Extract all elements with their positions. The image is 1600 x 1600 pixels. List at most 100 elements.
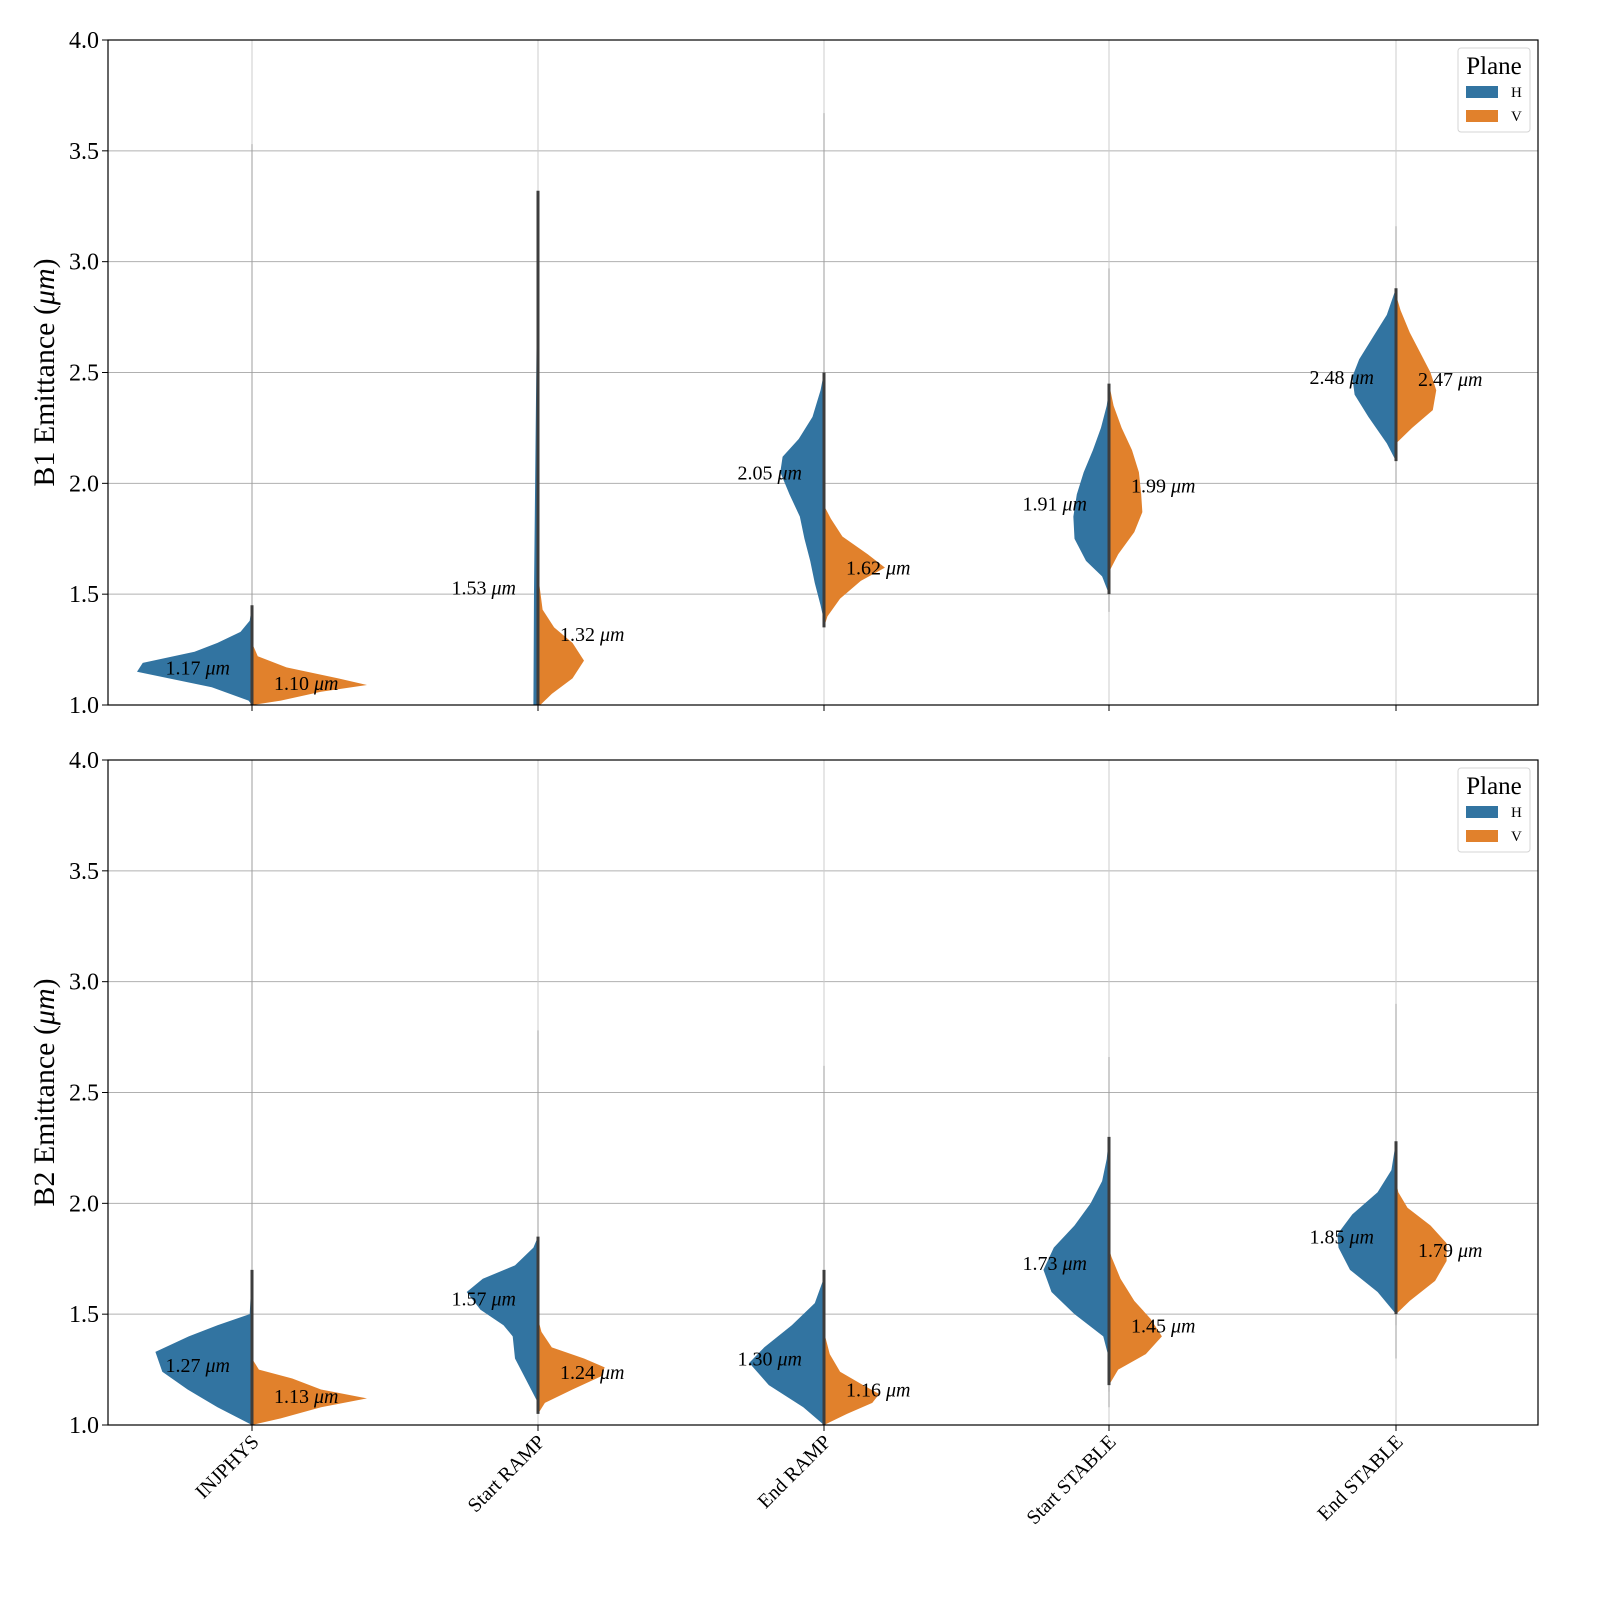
y-tick-label: 1.5 [69, 1302, 99, 1328]
y-tick-label: 3.5 [69, 139, 99, 165]
annotation-value: 1.27 [166, 1355, 206, 1377]
legend-label-V: V [1511, 109, 1522, 125]
annotation-unit: μm [1062, 1253, 1087, 1275]
violin-half-V-4 [1396, 294, 1437, 444]
legend-label-H: H [1511, 805, 1522, 821]
annotation-V-0: 1.13 μm [274, 1386, 338, 1408]
violin-half-V-2 [824, 505, 885, 628]
annotation-value: 1.45 [1131, 1315, 1171, 1337]
violin-half-V-1 [538, 1318, 605, 1414]
annotation-V-1: 1.24 μm [560, 1362, 624, 1384]
annotation-value: 1.10 [274, 673, 314, 695]
annotation-V-4: 1.79 μm [1418, 1240, 1482, 1262]
y-tick-label: 1.0 [69, 1413, 99, 1439]
panel-top: 1.01.52.02.53.03.54.01.17 μm1.53 μm2.05 … [28, 28, 1539, 719]
annotation-unit: μm [313, 1386, 338, 1408]
y-axis-title-main: B2 Emittance ( [28, 1025, 61, 1207]
annotation-H-2: 2.05 μm [738, 462, 802, 484]
legend-swatch-V [1466, 830, 1498, 842]
legend-label-V: V [1511, 829, 1522, 845]
annotation-V-3: 1.99 μm [1131, 476, 1195, 498]
annotation-H-4: 2.48 μm [1310, 367, 1374, 389]
violin-half-H-4 [1337, 1141, 1396, 1315]
annotation-value: 1.85 [1310, 1227, 1350, 1249]
y-axis-title: B2 Emittance (μm) [28, 978, 61, 1206]
annotation-V-2: 1.62 μm [846, 558, 910, 580]
legend-title: Plane [1466, 773, 1522, 800]
annotation-H-2: 1.30 μm [738, 1349, 802, 1371]
annotation-unit: μm [1170, 476, 1195, 498]
violin-half-H-2 [780, 372, 824, 621]
legend-swatch-V [1466, 110, 1498, 122]
axes-frame [107, 39, 1539, 706]
y-tick-label: 2.5 [69, 361, 99, 387]
annotation-unit: μm [491, 578, 516, 600]
annotation-value: 1.99 [1131, 476, 1171, 498]
annotation-unit: μm [885, 558, 910, 580]
annotation-unit: μm [1062, 493, 1087, 515]
annotation-unit: μm [1170, 1315, 1195, 1337]
annotation-value: 2.48 [1310, 367, 1350, 389]
violin-half-V-4 [1396, 1181, 1447, 1315]
annotation-unit: μm [885, 1380, 910, 1402]
annotation-unit: μm [777, 1349, 802, 1371]
annotation-unit: μm [599, 624, 624, 646]
violins-group [137, 113, 1437, 705]
annotation-unit: μm [1349, 1227, 1374, 1249]
y-axis-title-main: B1 Emittance ( [28, 305, 61, 487]
violin-half-H-2 [749, 1269, 824, 1425]
y-tick-label: 3.5 [69, 859, 99, 885]
violin-half-V-0 [252, 1358, 367, 1425]
annotation-unit: μm [491, 1289, 516, 1311]
violin-half-H-1 [466, 1236, 538, 1403]
annotation-H-0: 1.17 μm [166, 657, 230, 679]
legend-label-H: H [1511, 85, 1522, 101]
annotation-H-1: 1.53 μm [452, 578, 516, 600]
annotation-value: 1.73 [1023, 1253, 1063, 1275]
legend-title: Plane [1466, 53, 1522, 80]
y-axis-title: B1 Emittance (μm) [28, 258, 61, 486]
annotation-H-4: 1.85 μm [1310, 1227, 1374, 1249]
annotation-unit: μm [599, 1362, 624, 1384]
y-axis-title-unit: μm [28, 988, 61, 1026]
annotation-unit: μm [1457, 369, 1482, 391]
annotation-V-3: 1.45 μm [1131, 1315, 1195, 1337]
annotation-V-1: 1.32 μm [560, 624, 624, 646]
y-tick-label: 2.0 [69, 471, 99, 497]
y-tick-label: 1.5 [69, 582, 99, 608]
annotation-value: 1.91 [1023, 493, 1063, 515]
violin-half-V-0 [252, 642, 367, 705]
violin-half-H-0 [155, 1269, 252, 1425]
y-tick-label: 2.0 [69, 1191, 99, 1217]
annotation-value: 1.16 [846, 1380, 886, 1402]
annotation-value: 2.05 [738, 462, 778, 484]
annotation-value: 1.13 [274, 1386, 314, 1408]
annotation-value: 1.30 [738, 1349, 778, 1371]
annotation-V-4: 2.47 μm [1418, 369, 1482, 391]
annotation-H-3: 1.91 μm [1023, 493, 1087, 515]
violin-half-V-2 [824, 1331, 880, 1425]
violins-group [155, 760, 1447, 1425]
legend: Plane HV [1457, 767, 1531, 853]
legend-swatch-H [1466, 806, 1498, 818]
annotation-unit: μm [313, 673, 338, 695]
violin-half-V-3 [1109, 1247, 1162, 1386]
legend-swatch-H [1466, 86, 1498, 98]
y-axis-title-close: ) [28, 978, 61, 988]
annotation-unit: μm [205, 1355, 230, 1377]
annotation-unit: μm [1349, 367, 1374, 389]
annotation-V-2: 1.16 μm [846, 1380, 910, 1402]
annotation-H-3: 1.73 μm [1023, 1253, 1087, 1275]
annotation-value: 1.24 [560, 1362, 600, 1384]
violin-half-V-1 [538, 405, 584, 705]
legend: Plane HV [1457, 47, 1531, 133]
annotation-value: 1.17 [166, 657, 206, 679]
y-tick-label: 4.0 [69, 748, 99, 774]
axes-frame [107, 759, 1539, 1426]
violin-half-H-0 [137, 605, 252, 705]
violin-half-H-3 [1073, 390, 1109, 595]
annotation-H-1: 1.57 μm [452, 1289, 516, 1311]
y-tick-label: 3.0 [69, 250, 99, 276]
annotation-H-0: 1.27 μm [166, 1355, 230, 1377]
